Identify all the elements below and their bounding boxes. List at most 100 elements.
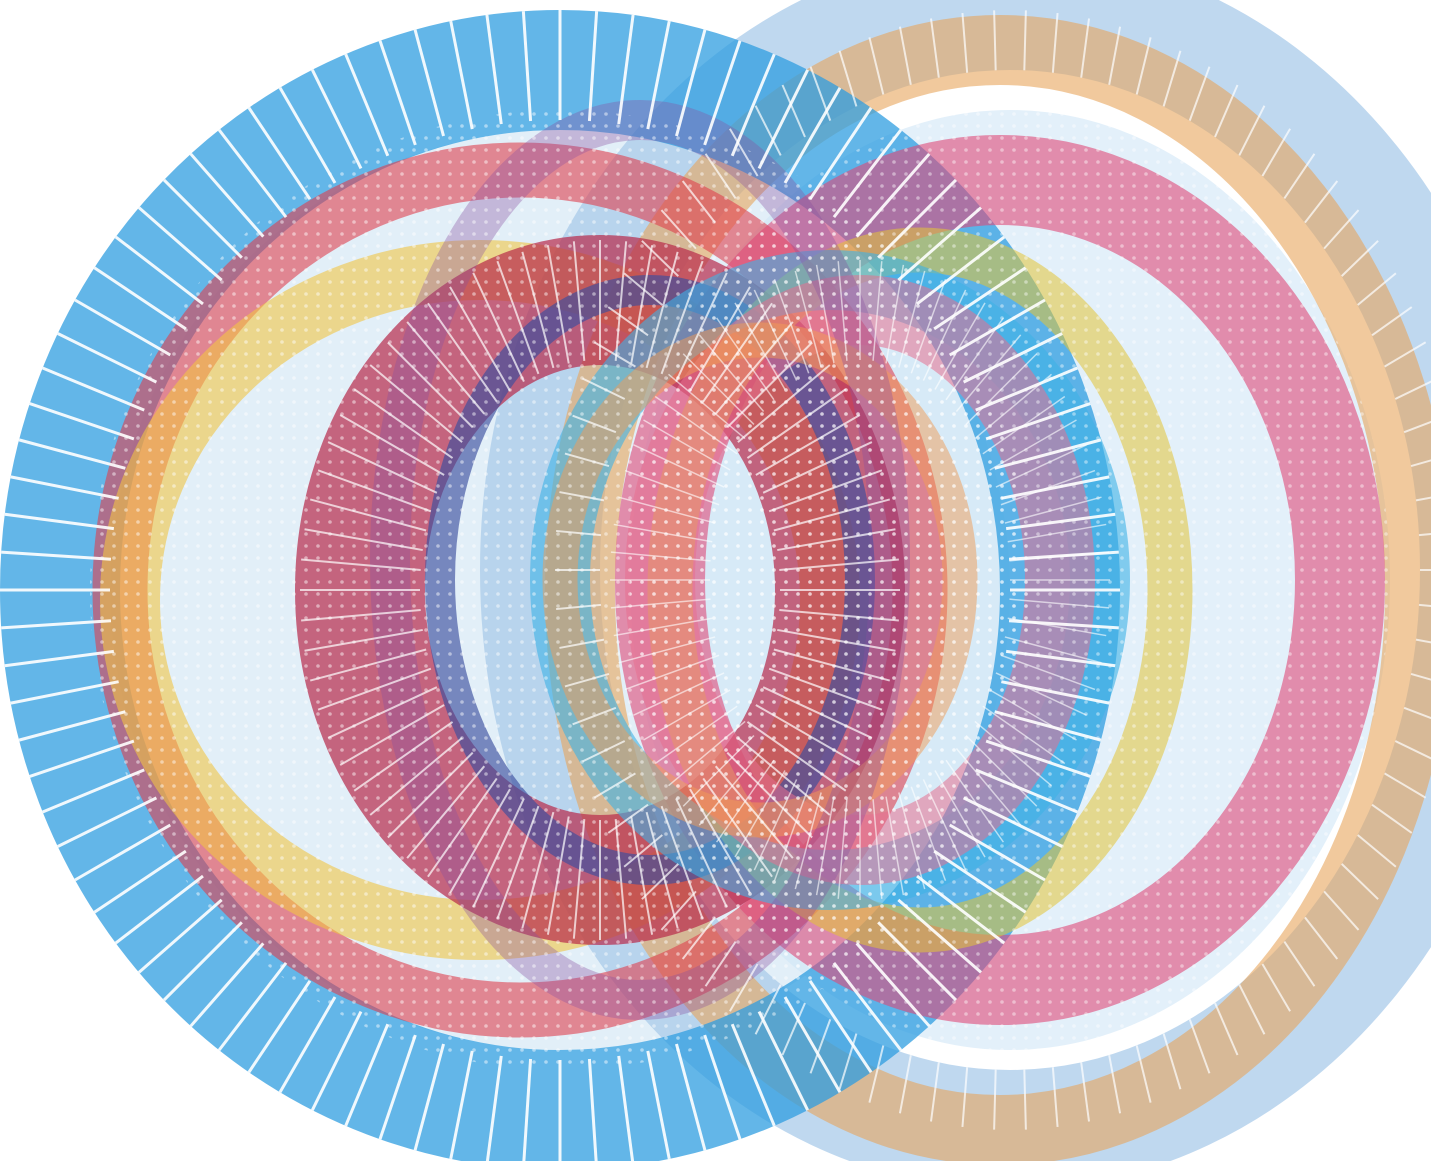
tick bbox=[137, 206, 223, 282]
tick bbox=[310, 1010, 363, 1111]
tick bbox=[344, 1023, 390, 1127]
tick bbox=[885, 796, 905, 896]
tick bbox=[521, 251, 555, 369]
tick bbox=[753, 779, 798, 871]
tick bbox=[929, 18, 940, 78]
tick bbox=[310, 69, 363, 170]
tick bbox=[1410, 672, 1431, 681]
tick bbox=[564, 672, 610, 688]
tick bbox=[339, 704, 445, 766]
tick bbox=[344, 53, 390, 157]
tick bbox=[704, 941, 737, 987]
tick bbox=[304, 628, 423, 652]
tick bbox=[406, 321, 486, 415]
tick bbox=[641, 863, 679, 900]
tick bbox=[1418, 603, 1431, 608]
tick bbox=[809, 66, 832, 121]
tick bbox=[643, 689, 731, 741]
tick bbox=[1415, 638, 1431, 644]
tick bbox=[564, 452, 610, 468]
tick bbox=[698, 334, 765, 412]
tick bbox=[1009, 551, 1110, 562]
tick bbox=[779, 609, 899, 622]
tick bbox=[961, 1067, 969, 1128]
tick bbox=[162, 921, 243, 1002]
tick bbox=[654, 705, 738, 765]
tick bbox=[985, 739, 1091, 778]
tick bbox=[18, 438, 126, 470]
tick bbox=[1304, 180, 1339, 224]
tick bbox=[1, 550, 112, 561]
tick bbox=[1283, 153, 1316, 199]
tick bbox=[1162, 50, 1182, 107]
tick bbox=[777, 528, 896, 552]
tick bbox=[301, 558, 421, 571]
tick bbox=[962, 332, 1063, 384]
tick bbox=[961, 12, 969, 73]
tick bbox=[726, 341, 813, 429]
tick bbox=[1001, 475, 1110, 500]
tick bbox=[1261, 128, 1291, 177]
tick bbox=[682, 353, 755, 425]
tick bbox=[1403, 420, 1431, 434]
tick bbox=[29, 402, 135, 441]
tick bbox=[955, 334, 1022, 412]
tick bbox=[868, 37, 885, 95]
tick bbox=[783, 996, 842, 1094]
tick bbox=[449, 1050, 474, 1160]
tick bbox=[1005, 649, 1116, 668]
tick bbox=[753, 289, 798, 381]
tick bbox=[1323, 209, 1360, 250]
tick bbox=[734, 770, 786, 858]
tick bbox=[755, 414, 861, 476]
tick bbox=[757, 69, 810, 170]
tick bbox=[916, 874, 1006, 945]
tick bbox=[114, 874, 204, 945]
tick bbox=[837, 261, 848, 361]
tick bbox=[1108, 26, 1122, 86]
tick bbox=[189, 942, 265, 1028]
tick bbox=[855, 942, 931, 1028]
tick bbox=[247, 979, 312, 1074]
tick bbox=[922, 779, 967, 871]
tick bbox=[746, 721, 847, 792]
tick bbox=[746, 388, 847, 459]
tick bbox=[1341, 863, 1379, 900]
tick bbox=[910, 786, 947, 881]
tick bbox=[898, 270, 926, 368]
tick bbox=[387, 341, 474, 429]
tick bbox=[587, 1058, 598, 1161]
tick bbox=[93, 849, 187, 914]
tick bbox=[582, 740, 626, 763]
tick bbox=[703, 1034, 742, 1140]
tick bbox=[472, 272, 525, 382]
tick bbox=[897, 898, 983, 974]
tick bbox=[982, 395, 1066, 455]
tick bbox=[1005, 512, 1116, 531]
tick bbox=[1000, 654, 1096, 691]
tick bbox=[645, 811, 679, 929]
tick bbox=[762, 686, 873, 739]
tick bbox=[369, 364, 463, 443]
tick bbox=[898, 26, 912, 86]
tick bbox=[327, 686, 438, 739]
tick bbox=[1371, 306, 1413, 337]
tick bbox=[994, 710, 1102, 742]
tick bbox=[1188, 66, 1211, 121]
tick bbox=[217, 128, 288, 219]
tick bbox=[838, 50, 858, 107]
tick bbox=[838, 1033, 858, 1090]
tick bbox=[815, 264, 835, 364]
tick bbox=[945, 759, 1005, 843]
tick bbox=[897, 206, 983, 282]
tick bbox=[726, 751, 813, 839]
tick bbox=[1004, 496, 1102, 524]
tick bbox=[1238, 984, 1266, 1035]
tick bbox=[668, 720, 746, 787]
tick bbox=[1410, 459, 1431, 468]
tick bbox=[898, 792, 926, 890]
tick bbox=[955, 748, 1022, 826]
tick bbox=[278, 996, 337, 1094]
tick bbox=[668, 373, 746, 440]
